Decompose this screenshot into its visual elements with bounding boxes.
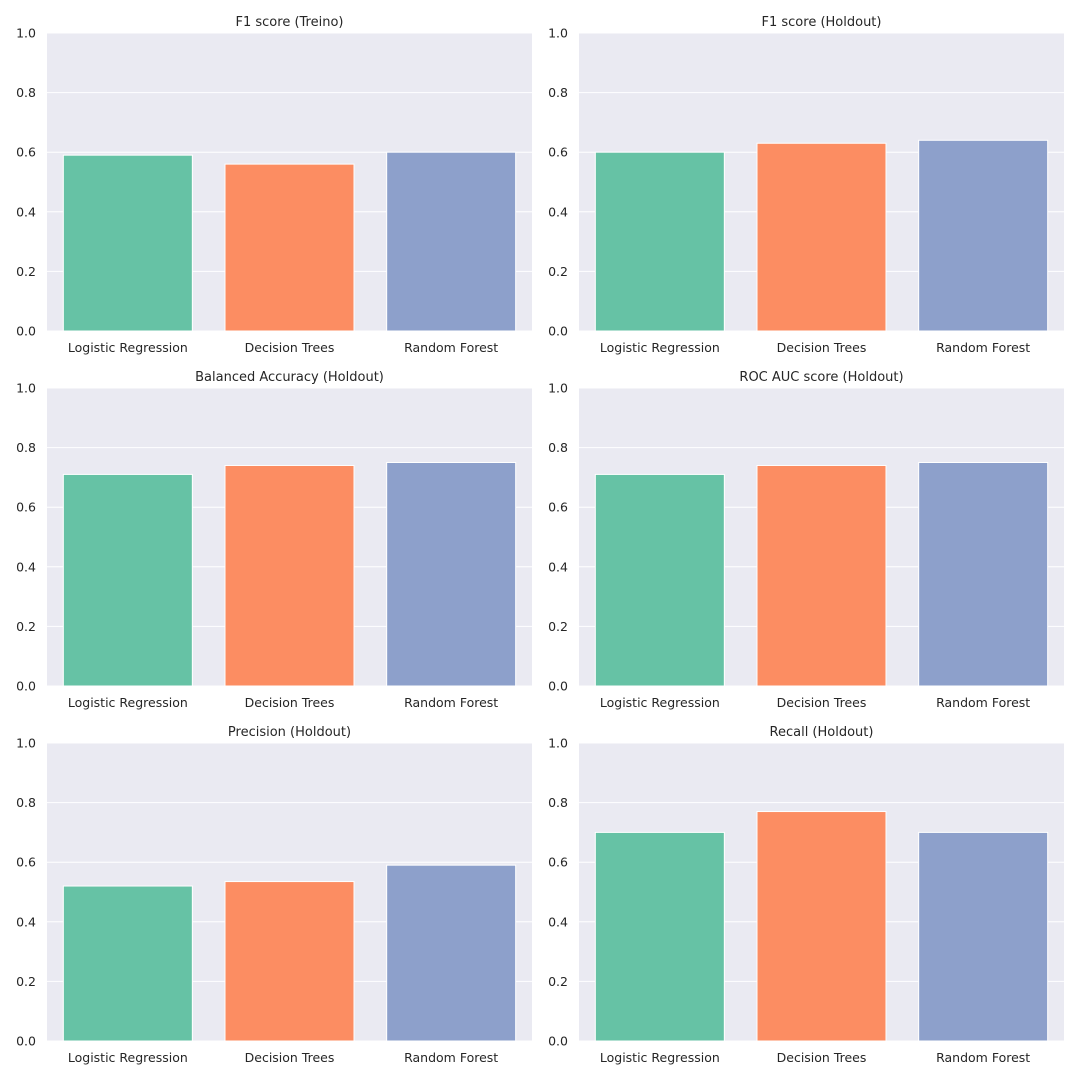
y-tick-label: 1.0 <box>548 26 568 41</box>
bar-random-forest <box>386 151 517 332</box>
y-tick-label: 0.4 <box>16 204 36 219</box>
y-tick-label: 0.0 <box>548 1034 568 1049</box>
bar-logistic-regression <box>594 151 725 332</box>
y-tick-label: 0.6 <box>16 145 36 160</box>
subplot-6: 0.0 0.2 0.4 0.6 0.8 1.0 Logistic Regression Dec… <box>548 725 1064 1065</box>
y-tick-label: 0.2 <box>16 264 36 279</box>
chart-title: Balanced Accuracy (Holdout) <box>195 370 384 385</box>
x-tick-label: Logistic Regression <box>600 695 720 710</box>
chart-title: F1 score (Holdout) <box>762 15 882 30</box>
x-tick-label: Logistic Regression <box>68 340 188 355</box>
y-tick-label: 0.8 <box>16 795 36 810</box>
y-tick-label: 0.8 <box>16 85 36 100</box>
x-tick-label: Logistic Regression <box>68 695 188 710</box>
bar-logistic-regression <box>62 154 193 332</box>
bar-decision-trees <box>224 163 355 332</box>
bar-logistic-regression <box>62 473 193 687</box>
x-tick-label: Random Forest <box>936 695 1030 710</box>
y-tick-label: 0.6 <box>548 145 568 160</box>
x-tick-label: Random Forest <box>936 1050 1030 1065</box>
y-tick-label: 0.0 <box>548 679 568 694</box>
subplot-1: 0.0 0.2 0.4 0.6 0.8 1.0 Logistic Regression Dec… <box>16 15 532 355</box>
y-tick-label: 0.8 <box>548 440 568 455</box>
bar-logistic-regression <box>62 885 193 1042</box>
x-tick-label: Random Forest <box>404 1050 498 1065</box>
bar-decision-trees <box>756 142 887 332</box>
y-tick-label: 0.4 <box>16 559 36 574</box>
y-tick-label: 0.0 <box>16 1034 36 1049</box>
x-tick-label: Random Forest <box>936 340 1030 355</box>
x-tick-label: Logistic Regression <box>68 1050 188 1065</box>
y-tick-label: 0.8 <box>548 795 568 810</box>
y-tick-label: 1.0 <box>16 736 36 751</box>
y-tick-label: 0.6 <box>16 500 36 515</box>
x-tick-label: Decision Trees <box>777 1050 867 1065</box>
y-tick-label: 1.0 <box>16 26 36 41</box>
chart-title: Recall (Holdout) <box>770 725 874 740</box>
bar-random-forest <box>918 831 1049 1042</box>
subplot-4: 0.0 0.2 0.4 0.6 0.8 1.0 Logistic Regression Dec… <box>548 370 1064 710</box>
y-tick-label: 0.6 <box>548 500 568 515</box>
y-tick-label: 0.6 <box>16 855 36 870</box>
y-tick-label: 1.0 <box>548 381 568 396</box>
y-tick-label: 1.0 <box>548 736 568 751</box>
bar-decision-trees <box>756 464 887 687</box>
x-tick-label: Decision Trees <box>777 340 867 355</box>
chart-title: F1 score (Treino) <box>236 15 344 30</box>
x-tick-label: Random Forest <box>404 695 498 710</box>
x-tick-label: Logistic Regression <box>600 1050 720 1065</box>
y-tick-label: 0.0 <box>16 324 36 339</box>
subplot-5: 0.0 0.2 0.4 0.6 0.8 1.0 Logistic Regression Dec… <box>16 725 532 1065</box>
y-tick-label: 0.0 <box>16 679 36 694</box>
bar-logistic-regression <box>594 831 725 1042</box>
x-tick-label: Decision Trees <box>777 695 867 710</box>
bar-decision-trees <box>224 881 355 1042</box>
x-tick-label: Random Forest <box>404 340 498 355</box>
y-tick-label: 0.4 <box>548 559 568 574</box>
bar-random-forest <box>918 139 1049 332</box>
subplot-2: 0.0 0.2 0.4 0.6 0.8 1.0 Logistic Regression Dec… <box>548 15 1064 355</box>
bar-random-forest <box>918 462 1049 687</box>
y-tick-label: 0.2 <box>548 264 568 279</box>
bar-random-forest <box>386 864 517 1042</box>
x-tick-label: Logistic Regression <box>600 340 720 355</box>
y-tick-label: 0.6 <box>548 855 568 870</box>
x-tick-label: Decision Trees <box>245 1050 335 1065</box>
y-tick-label: 1.0 <box>16 381 36 396</box>
chart-title: Precision (Holdout) <box>228 725 351 740</box>
bar-random-forest <box>386 462 517 687</box>
y-tick-label: 0.4 <box>548 914 568 929</box>
y-tick-label: 0.8 <box>16 440 36 455</box>
y-tick-label: 0.4 <box>548 204 568 219</box>
bar-decision-trees <box>756 811 887 1042</box>
x-tick-label: Decision Trees <box>245 340 335 355</box>
subplot-3: 0.0 0.2 0.4 0.6 0.8 1.0 Logistic Regression Dec… <box>16 370 532 710</box>
y-tick-label: 0.8 <box>548 85 568 100</box>
bar-decision-trees <box>224 464 355 687</box>
y-tick-label: 0.0 <box>548 324 568 339</box>
y-tick-label: 0.2 <box>16 974 36 989</box>
x-tick-label: Decision Trees <box>245 695 335 710</box>
y-tick-label: 0.2 <box>548 619 568 634</box>
bar-logistic-regression <box>594 473 725 687</box>
y-tick-label: 0.4 <box>16 914 36 929</box>
y-tick-label: 0.2 <box>548 974 568 989</box>
chart-title: ROC AUC score (Holdout) <box>739 370 903 385</box>
y-tick-label: 0.2 <box>16 619 36 634</box>
